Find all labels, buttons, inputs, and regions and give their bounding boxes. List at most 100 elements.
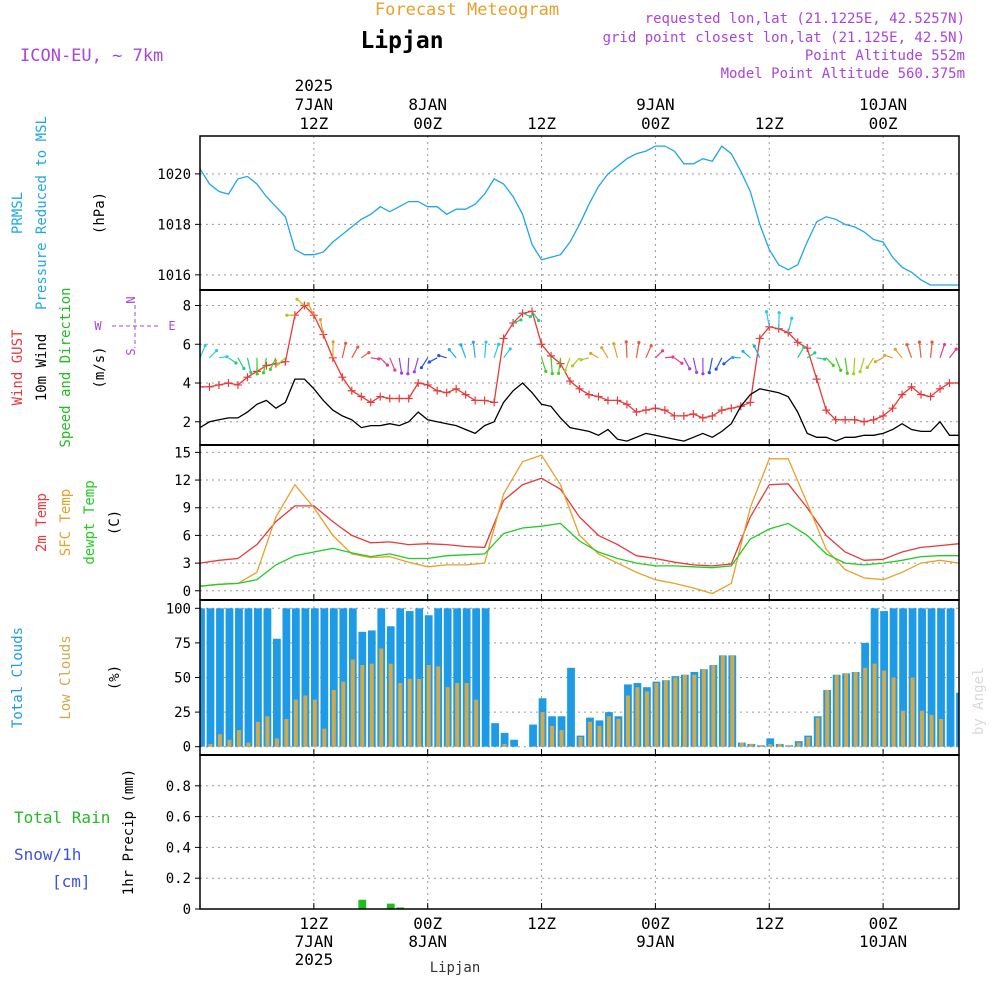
clouds-bar	[218, 734, 222, 746]
wind-arrow-head	[571, 364, 574, 367]
wind-arrow-head	[625, 340, 628, 343]
wind-arrow-head	[765, 310, 768, 313]
clouds-bar	[246, 743, 250, 747]
clouds-bar	[370, 664, 374, 747]
wind-arrow-head	[356, 346, 359, 349]
clouds-bar	[711, 665, 715, 747]
clouds-bar	[436, 666, 440, 746]
clouds-bar	[320, 608, 328, 746]
wind-arrow-head	[484, 340, 487, 343]
clouds-bar	[275, 738, 279, 746]
wind-arrow	[860, 358, 864, 372]
compass-label: E	[168, 319, 175, 333]
clouds-bar	[654, 683, 658, 747]
clouds-bar	[645, 691, 649, 746]
clouds-bar	[683, 675, 687, 747]
bottom-time-label: 00Z	[869, 914, 898, 933]
gust-point	[395, 395, 403, 403]
bottom-time-label: 12Z	[299, 914, 328, 933]
y-tick-label: 9	[183, 501, 191, 517]
wind-arrow	[940, 345, 944, 358]
clouds-bar	[207, 608, 215, 746]
wind-arrow-head	[234, 361, 237, 364]
bottom-time-label: 7JAN	[295, 932, 334, 951]
wind-arrow	[504, 349, 511, 358]
wind-arrow-head	[519, 318, 522, 321]
clouds-bar	[455, 683, 459, 747]
wind-arrow	[200, 346, 205, 358]
model-label: ICON-EU, ~ 7km	[20, 46, 163, 66]
gust-point	[462, 391, 470, 399]
y-tick-label: 12	[174, 473, 191, 489]
wind-arrow-head	[400, 372, 403, 375]
wind-arrow	[716, 358, 722, 369]
gust-point	[813, 375, 821, 383]
precip-legend-entry: [cm]	[52, 872, 91, 891]
wind-arrow	[408, 358, 409, 374]
y-tick-label: 0	[183, 740, 191, 756]
y-axis-label: 1hr Precip (mm)	[121, 769, 137, 895]
clouds-bar	[825, 690, 829, 747]
clouds-bar	[939, 719, 943, 747]
clouds-bar	[332, 690, 336, 747]
gust-point	[433, 387, 441, 395]
precip-frame	[200, 755, 959, 909]
gust-point	[680, 412, 688, 420]
y-tick-label: 0.8	[166, 779, 191, 795]
wind-arrow	[390, 358, 395, 370]
wind-arrow-head	[428, 360, 431, 363]
wind-arrow-head	[701, 372, 704, 375]
top-time-label: 00Z	[413, 114, 442, 133]
wind-arrow	[693, 358, 696, 373]
wind-arrow-head	[778, 311, 781, 314]
wind-arrow	[342, 343, 345, 358]
gust-point	[281, 358, 289, 366]
wind-arrow-head	[722, 362, 725, 365]
y-axis-label: dewpt Temp	[82, 480, 98, 564]
clouds-bar	[930, 715, 934, 747]
bottom-time-label: 10JAN	[859, 932, 907, 951]
wind-arrow-head	[715, 368, 718, 371]
clouds-bar	[256, 722, 260, 747]
wind-arrow	[238, 358, 244, 369]
clouds-bar	[844, 673, 848, 746]
clouds-bar	[835, 675, 839, 747]
gust-point	[424, 381, 432, 389]
clouds-bar	[607, 716, 611, 746]
wind-arrow-head	[790, 317, 793, 320]
wind-arrow	[836, 358, 841, 370]
gust-point	[946, 379, 954, 387]
wind-arrow-head	[965, 353, 968, 356]
compass-label: N	[124, 296, 138, 303]
wind-arrow-head	[832, 364, 835, 367]
wind-arrow	[854, 358, 855, 374]
clouds-bar	[284, 719, 288, 747]
top-time-label: 8JAN	[408, 95, 447, 114]
gust-point	[851, 416, 859, 424]
clouds-bar	[635, 687, 639, 747]
gust-point	[594, 393, 602, 401]
wind-arrow-head	[537, 319, 540, 322]
gust-point	[348, 387, 356, 395]
bottom-time-label: 2025	[295, 950, 334, 969]
clouds-bar	[235, 608, 243, 746]
clouds-bar	[567, 668, 575, 747]
clouds-bar	[446, 687, 450, 747]
gust-point	[613, 396, 621, 404]
gust-point	[708, 412, 716, 420]
wind-arrow	[551, 358, 552, 374]
wind-arrow-head	[852, 372, 855, 375]
precip-bar	[358, 900, 366, 909]
wind-arrow	[950, 349, 957, 358]
wind-arrow-head	[249, 371, 252, 374]
wind-arrow	[449, 350, 456, 358]
wind-arrow-head	[600, 346, 603, 349]
wind-arrow-head	[448, 348, 451, 351]
wind-arrow	[399, 358, 401, 373]
clouds-bar	[616, 719, 620, 747]
clouds-bar	[417, 679, 421, 747]
y-axis-label: 10m Wind	[34, 334, 50, 401]
clouds-bar	[313, 700, 317, 747]
wind-arrow-head	[497, 343, 500, 346]
